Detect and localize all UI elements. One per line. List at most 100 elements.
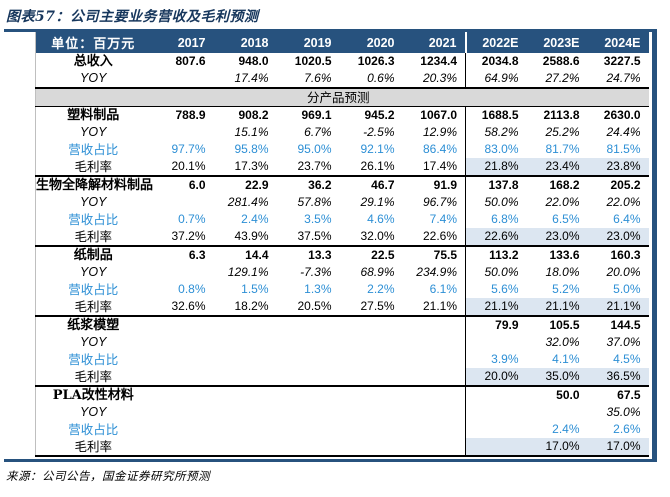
table-cell	[465, 404, 527, 421]
year-header-2018: 2018	[213, 32, 277, 53]
table-cell: 144.5	[587, 315, 649, 334]
table-cell: 3227.5	[603, 54, 641, 68]
table-cell: 969.1	[301, 108, 332, 122]
year-header-2020: 2020	[339, 32, 403, 53]
table-cell: 23.0%	[526, 228, 588, 246]
table-cell: 1026.3	[357, 54, 395, 68]
table-cell: 22.5	[339, 245, 403, 264]
table-cell: 5.2%	[552, 282, 580, 296]
table-cell: 945.2	[364, 108, 395, 122]
table-cell: 50.0	[526, 385, 588, 404]
table-cell: 133.6	[526, 245, 588, 264]
table-cell: 83.0%	[465, 141, 527, 158]
table-cell: 6.1%	[429, 282, 457, 296]
table-cell: 92.1%	[360, 142, 395, 156]
table-cell: 0.7%	[178, 212, 206, 226]
table-cell: 137.8	[465, 175, 527, 194]
table-cell: 20.3%	[422, 71, 457, 85]
table-cell	[151, 124, 214, 141]
table-cell	[276, 385, 340, 404]
table-cell: 21.1%	[587, 298, 649, 316]
table-cell: 75.5	[402, 245, 466, 264]
table-cell: 12.9%	[422, 125, 457, 139]
table-cell: 14.4	[213, 245, 277, 264]
row-label: 营收占比	[68, 212, 119, 227]
table-cell: 113.2	[465, 245, 527, 264]
table-cell: 79.9	[465, 315, 527, 334]
table-cell: 32.0%	[360, 229, 395, 243]
table-cell: 205.2	[587, 175, 649, 194]
table-cell	[151, 368, 214, 386]
table-cell: 22.6%	[422, 229, 457, 243]
table-cell: 36.5%	[587, 368, 649, 386]
table-cell	[277, 368, 340, 386]
table-cell: 81.7%	[545, 142, 580, 156]
row-label: 毛利率	[74, 369, 112, 384]
exhibit-title: 图表57：公司主要业务营收及毛利预测	[6, 9, 259, 25]
table-row: 营收占比 0.7% 2.4% 3.5% 4.6% 7.4% 6.8% 6.5% 6.4%	[36, 211, 649, 228]
table-row: 营收占比 2.4% 2.6%	[36, 421, 649, 438]
table-cell: 7.6%	[304, 71, 332, 85]
table-cell	[151, 264, 214, 281]
table-header-row: 单位：百万元 2017 2018 2019 2020 2021 2022E 2023E 2024…	[35, 32, 649, 53]
row-label: YOY	[80, 405, 107, 419]
table-row: 毛利率 20.0% 35.0% 36.5%	[36, 368, 649, 386]
row-label: 营收占比	[68, 282, 119, 297]
table-cell	[151, 438, 214, 456]
table-cell: 2034.8	[465, 53, 527, 70]
table-cell: 37.5%	[297, 229, 332, 243]
table-cell: 46.7	[339, 175, 403, 194]
table-cell: 6.5%	[552, 212, 580, 226]
table-cell	[403, 351, 466, 368]
row-label: 毛利率	[74, 439, 112, 454]
table-cell	[527, 404, 588, 421]
table-cell: 160.3	[587, 245, 649, 264]
table-cell: 0.6%	[367, 71, 395, 85]
table-cell: 50.0%	[465, 264, 527, 281]
table-cell: 17.0%	[587, 438, 649, 456]
table-cell: 21.1%	[422, 299, 457, 313]
table-cell: 1067.0	[420, 108, 457, 122]
table-cell: 6.0	[150, 175, 214, 194]
table-cell: 32.6%	[171, 299, 206, 313]
table-cell: 13.3	[276, 245, 340, 264]
table-row: 纸浆模塑 79.9 105.5 144.5	[35, 315, 649, 334]
table-cell: 23.0%	[587, 228, 649, 246]
table-cell	[150, 315, 214, 334]
table-cell: 2.6%	[613, 422, 641, 436]
table-cell: 7.4%	[429, 212, 457, 226]
row-label: PLA改性材料	[35, 385, 151, 404]
table-cell: 97.7%	[171, 142, 206, 156]
table-cell: 57.8%	[297, 195, 332, 209]
table-cell	[214, 421, 277, 438]
table-cell	[465, 334, 527, 351]
row-label: 纸制品	[35, 245, 151, 264]
row-label: YOY	[80, 195, 107, 209]
table-cell: 96.7%	[422, 195, 457, 209]
table-cell	[465, 385, 527, 404]
table-cell: 17.4%	[422, 159, 457, 173]
table-cell: 22.0%	[606, 195, 641, 209]
table-cell: 788.9	[175, 108, 206, 122]
year-header-2017: 2017	[150, 32, 214, 53]
table-cell: 32.0%	[545, 335, 580, 349]
table-cell	[277, 404, 340, 421]
table-cell: 3.9%	[465, 351, 527, 368]
table-cell	[340, 368, 403, 386]
table-row: 塑料制品 788.9 908.2 969.1 945.2 1067.0 1688.5 2113…	[36, 106, 649, 124]
table-cell: 64.9%	[465, 70, 527, 88]
table-cell: 17.4%	[234, 71, 269, 85]
table-row: 毛利率 37.2% 43.9% 37.5% 32.0% 22.6% 22.6% 23.0% 23…	[36, 228, 649, 246]
table-cell	[214, 334, 277, 351]
table-cell: 6.3	[150, 245, 214, 264]
table-cell	[277, 334, 340, 351]
table-cell	[340, 421, 403, 438]
table-cell: 50.0%	[465, 194, 527, 211]
table-cell	[276, 315, 340, 334]
table-row: YOY 129.1% -7.3% 68.9% 234.9% 50.0% 18.0% 20.0%	[36, 264, 649, 281]
table-cell: 908.2	[238, 108, 269, 122]
table-cell: 1234.4	[420, 54, 457, 68]
table-cell: 3.5%	[304, 212, 332, 226]
table-cell: 20.1%	[171, 159, 206, 173]
